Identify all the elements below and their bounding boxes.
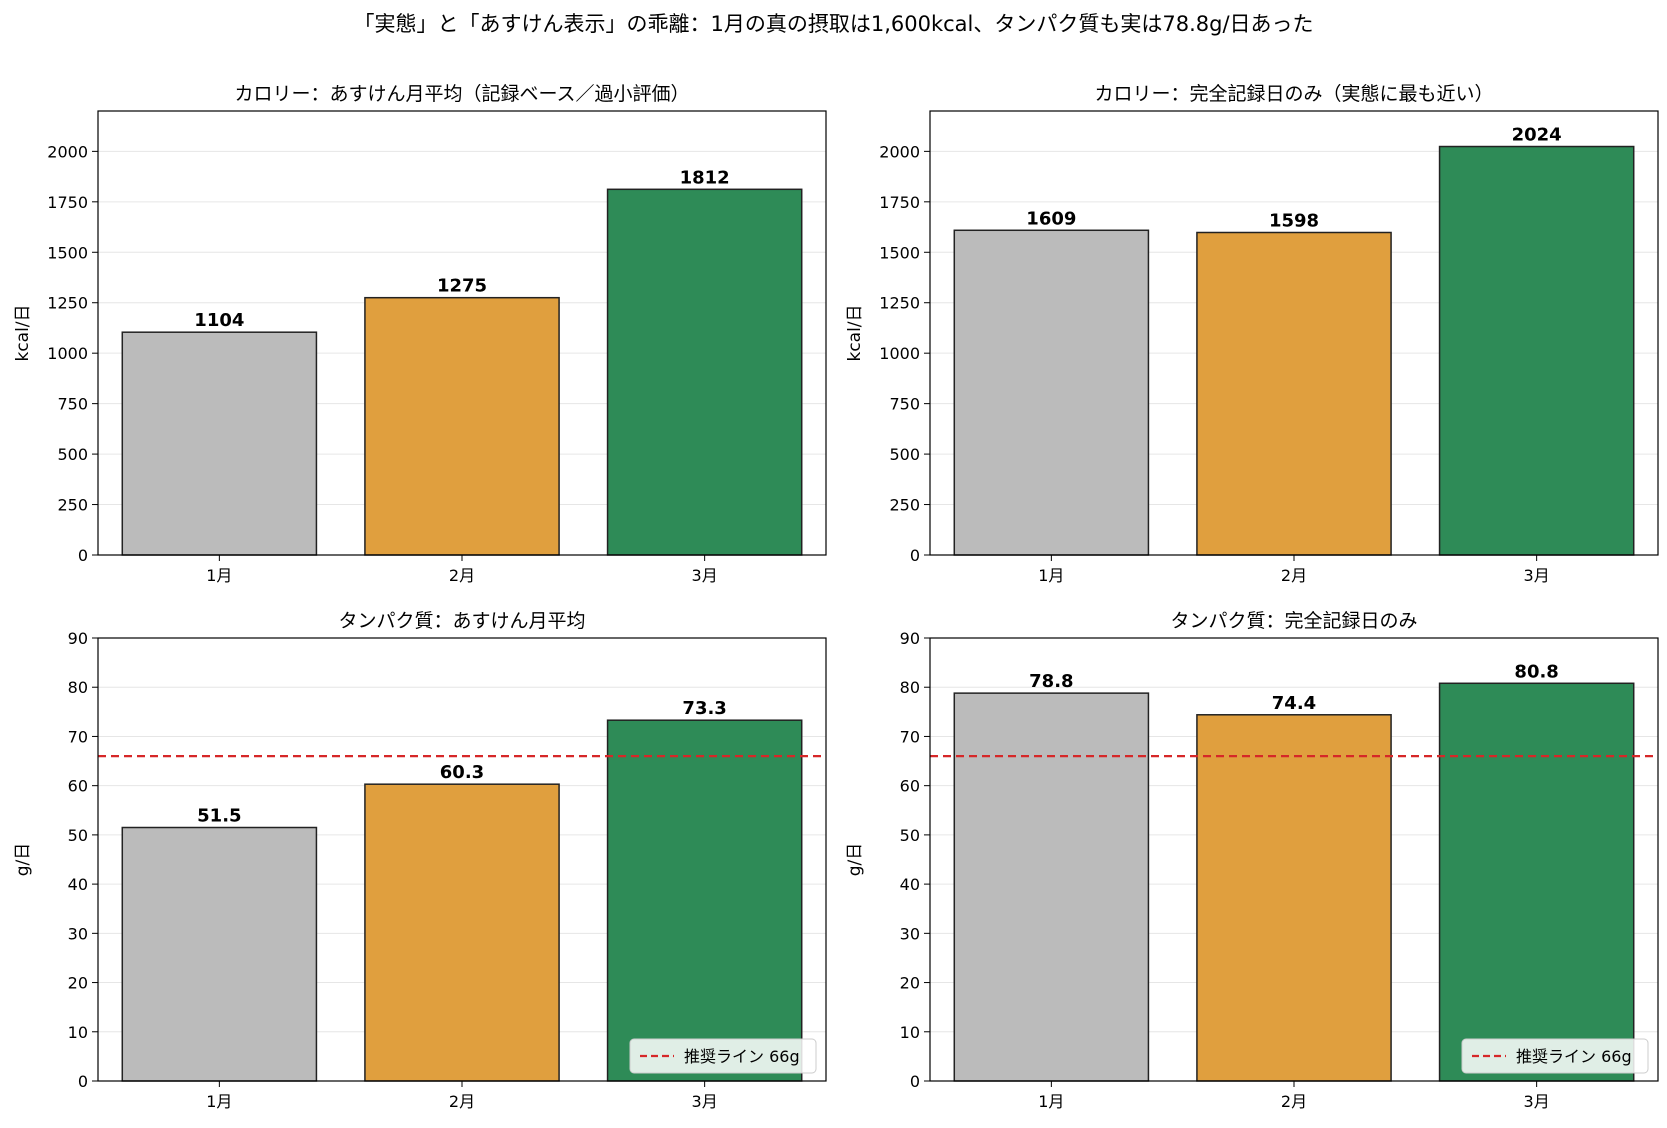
x-tick-label: 2月	[449, 566, 475, 585]
bar	[121, 331, 318, 556]
calorie-complete-days-panel: 1609 1598 2024 0 250 500 750 1000 1250 1500 1750 20…	[845, 83, 1659, 585]
y-tick-label: 30	[68, 924, 88, 943]
legend-box	[1461, 1038, 1649, 1074]
bar	[1438, 145, 1635, 556]
panel-title: カロリー：完全記録日のみ（実態に最も近い）	[1094, 83, 1493, 105]
x-tick-label: 2月	[1281, 566, 1307, 585]
y-tick-label: 0	[78, 546, 88, 565]
y-axis-label: g/日	[13, 843, 33, 877]
y-tick-label: 0	[78, 1072, 88, 1091]
y-tick-label: 0	[910, 1072, 920, 1091]
x-tick-label: 3月	[692, 1092, 718, 1111]
data-label: 74.4	[1272, 693, 1316, 714]
y-tick-label: 1000	[47, 344, 88, 363]
y-tick-label: 1250	[879, 294, 920, 313]
calorie-monthly-avg-panel: 1104 1275 1812 0 250 500 750 1000 1250 1500 1750 20…	[13, 83, 827, 585]
y-tick-label: 1250	[47, 294, 88, 313]
data-label: 78.8	[1029, 671, 1073, 692]
bar	[953, 229, 1150, 556]
x-tick-label: 1月	[1038, 566, 1064, 585]
protein-complete-days-panel: 78.8 74.4 80.8 0 10 20 30 40 50 60 70 80 90 1月 2月 3月 タンパ…	[845, 610, 1659, 1111]
legend-box	[629, 1038, 817, 1074]
figure-title: 「実態」と「あすけん表示」の乖離：1月の真の摂取は1,600kcal、タンパク質…	[353, 12, 1314, 36]
y-tick-label: 40	[68, 875, 88, 894]
y-tick-label: 1750	[47, 193, 88, 212]
y-tick-label: 2000	[47, 142, 88, 161]
bar	[1438, 682, 1635, 1082]
y-tick-label: 60	[68, 777, 88, 796]
y-tick-label: 250	[889, 496, 920, 515]
y-axis-label: g/日	[845, 843, 865, 877]
y-tick-label: 70	[900, 727, 920, 746]
y-tick-label: 1500	[879, 243, 920, 262]
x-tick-label: 1月	[206, 566, 232, 585]
y-tick-label: 80	[68, 678, 88, 697]
y-tick-label: 80	[900, 678, 920, 697]
x-tick-label: 2月	[449, 1092, 475, 1111]
y-tick-label: 20	[68, 974, 88, 993]
panel-title: タンパク質：あすけん月平均	[338, 610, 585, 632]
y-tick-label: 40	[900, 875, 920, 894]
y-tick-label: 2000	[879, 142, 920, 161]
bar	[364, 296, 560, 556]
data-label: 1609	[1026, 208, 1076, 229]
data-label: 80.8	[1514, 661, 1558, 682]
y-tick-label: 750	[889, 395, 920, 414]
x-tick-label: 1月	[1038, 1092, 1064, 1111]
x-tick-label: 1月	[206, 1092, 232, 1111]
data-label: 1275	[437, 276, 487, 297]
bar	[1196, 231, 1392, 556]
y-tick-label: 0	[910, 546, 920, 565]
panel-title: カロリー：あすけん月平均（記録ベース／過小評価）	[234, 83, 689, 105]
data-label: 73.3	[682, 698, 726, 719]
bar	[953, 692, 1150, 1082]
data-label: 1598	[1269, 210, 1319, 231]
data-label: 1812	[680, 167, 730, 188]
y-tick-label: 10	[900, 1023, 920, 1042]
bar	[364, 783, 560, 1082]
y-tick-label: 10	[68, 1023, 88, 1042]
y-tick-label: 250	[57, 496, 88, 515]
y-tick-label: 750	[57, 395, 88, 414]
data-label: 2024	[1512, 125, 1562, 146]
y-tick-label: 1750	[879, 193, 920, 212]
y-tick-label: 500	[889, 445, 920, 464]
bar	[121, 826, 318, 1082]
protein-monthly-avg-panel: 51.5 60.3 73.3 0 10 20 30 40 50 60 70 80 90 1月 2月 3月 タンパ…	[13, 610, 827, 1111]
y-tick-label: 20	[900, 974, 920, 993]
y-tick-label: 50	[900, 826, 920, 845]
data-label: 60.3	[440, 762, 484, 783]
y-tick-label: 50	[68, 826, 88, 845]
data-label: 1104	[194, 310, 244, 331]
bar	[606, 188, 803, 556]
y-tick-label: 90	[900, 629, 920, 648]
bar	[1196, 714, 1392, 1082]
bar	[606, 719, 803, 1082]
y-tick-label: 1500	[47, 243, 88, 262]
y-tick-label: 60	[900, 777, 920, 796]
data-label: 51.5	[197, 806, 241, 827]
y-tick-label: 1000	[879, 344, 920, 363]
x-tick-label: 3月	[692, 566, 718, 585]
y-tick-label: 500	[57, 445, 88, 464]
legend-label: 推奨ライン 66g	[684, 1047, 800, 1066]
y-tick-label: 90	[68, 629, 88, 648]
x-tick-label: 3月	[1524, 1092, 1550, 1111]
y-axis-label: kcal/日	[13, 304, 33, 361]
y-tick-label: 70	[68, 727, 88, 746]
x-tick-label: 3月	[1524, 566, 1550, 585]
legend-label: 推奨ライン 66g	[1516, 1047, 1632, 1066]
panel-title: タンパク質：完全記録日のみ	[1170, 610, 1417, 632]
y-axis-label: kcal/日	[845, 304, 865, 361]
y-tick-label: 30	[900, 924, 920, 943]
x-tick-label: 2月	[1281, 1092, 1307, 1111]
